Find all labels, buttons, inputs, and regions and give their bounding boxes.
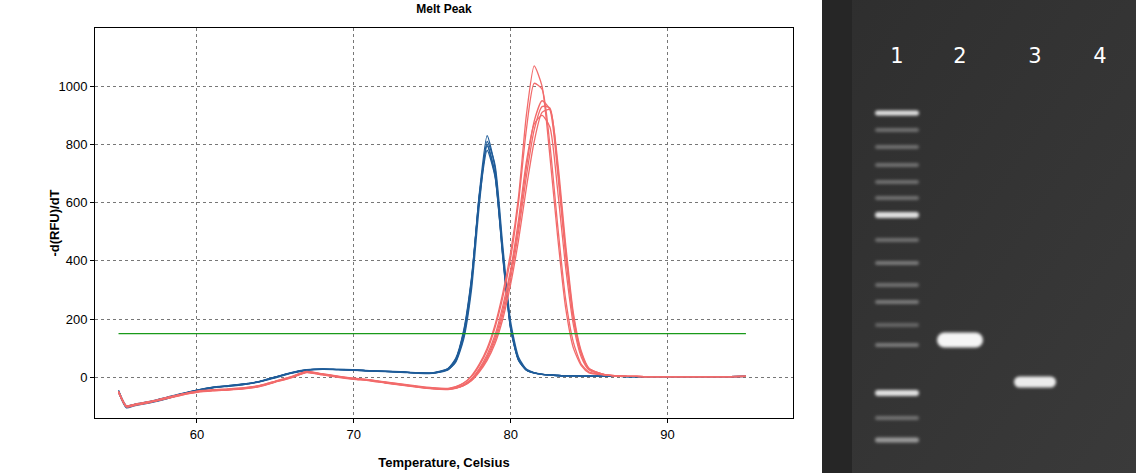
svg-text:1: 1 — [890, 44, 903, 68]
svg-text:4: 4 — [1093, 44, 1106, 68]
svg-text:0: 0 — [80, 370, 87, 385]
svg-text:600: 600 — [66, 195, 88, 210]
svg-text:70: 70 — [347, 427, 361, 442]
svg-text:60: 60 — [190, 427, 204, 442]
svg-text:-d(RFU)/dT: -d(RFU)/dT — [47, 189, 62, 256]
svg-text:3: 3 — [1028, 44, 1041, 68]
svg-text:80: 80 — [503, 427, 517, 442]
svg-text:800: 800 — [66, 137, 88, 152]
svg-text:Melt Peak: Melt Peak — [416, 2, 472, 16]
svg-text:90: 90 — [660, 427, 674, 442]
svg-text:200: 200 — [66, 312, 88, 327]
svg-text:400: 400 — [66, 253, 88, 268]
svg-text:2: 2 — [953, 44, 966, 68]
svg-text:1000: 1000 — [58, 79, 87, 94]
svg-text:Temperature, Celsius: Temperature, Celsius — [378, 455, 509, 470]
